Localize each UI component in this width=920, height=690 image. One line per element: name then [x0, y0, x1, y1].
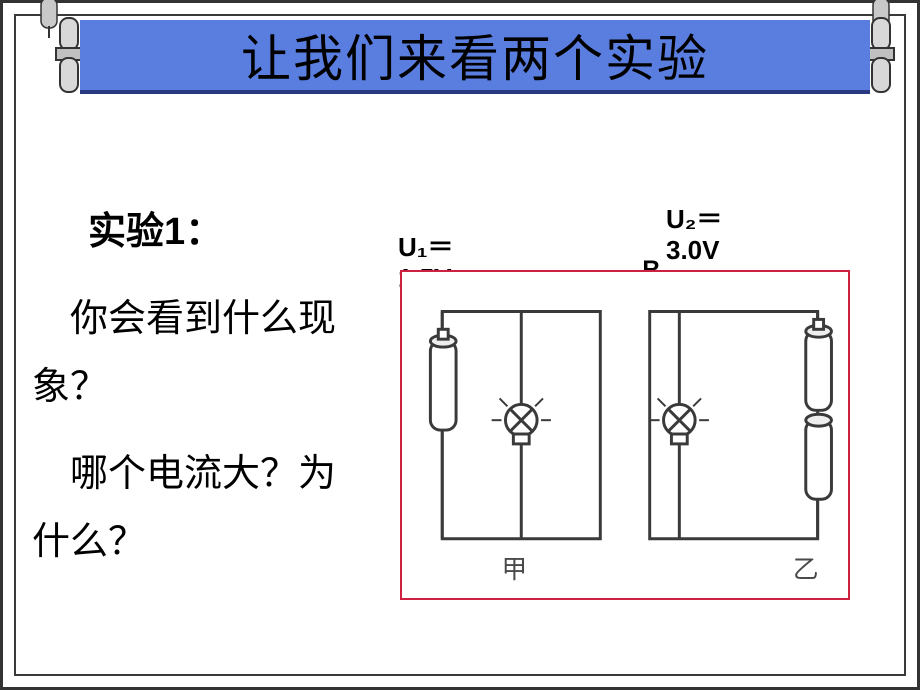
question-2: 哪个电流大？为什么？: [32, 440, 362, 577]
label-u2-eq: U₂＝: [666, 204, 722, 234]
caption-left: 甲: [502, 555, 528, 584]
circuit-diagram: 甲 乙: [400, 270, 850, 600]
label-u2: U₂＝ 3.0V: [666, 204, 722, 266]
question-1: 你会看到什么现象？: [32, 285, 362, 422]
experiment-label: 实验1：: [88, 200, 362, 255]
left-text-block: 实验1： 你会看到什么现象？ 哪个电流大？为什么？: [72, 200, 362, 595]
battery-left-icon: [430, 329, 456, 430]
label-u2-val: 3.0V: [666, 235, 720, 265]
banner-cap-right: [866, 12, 896, 102]
title-banner: 让我们来看两个实验: [80, 20, 870, 94]
label-u1-eq: U₁＝: [398, 232, 454, 262]
circuit-svg: 甲 乙: [402, 272, 848, 598]
battery-right-icon: [806, 319, 832, 499]
title-text: 让我们来看两个实验: [241, 19, 709, 91]
caption-right: 乙: [793, 555, 819, 584]
